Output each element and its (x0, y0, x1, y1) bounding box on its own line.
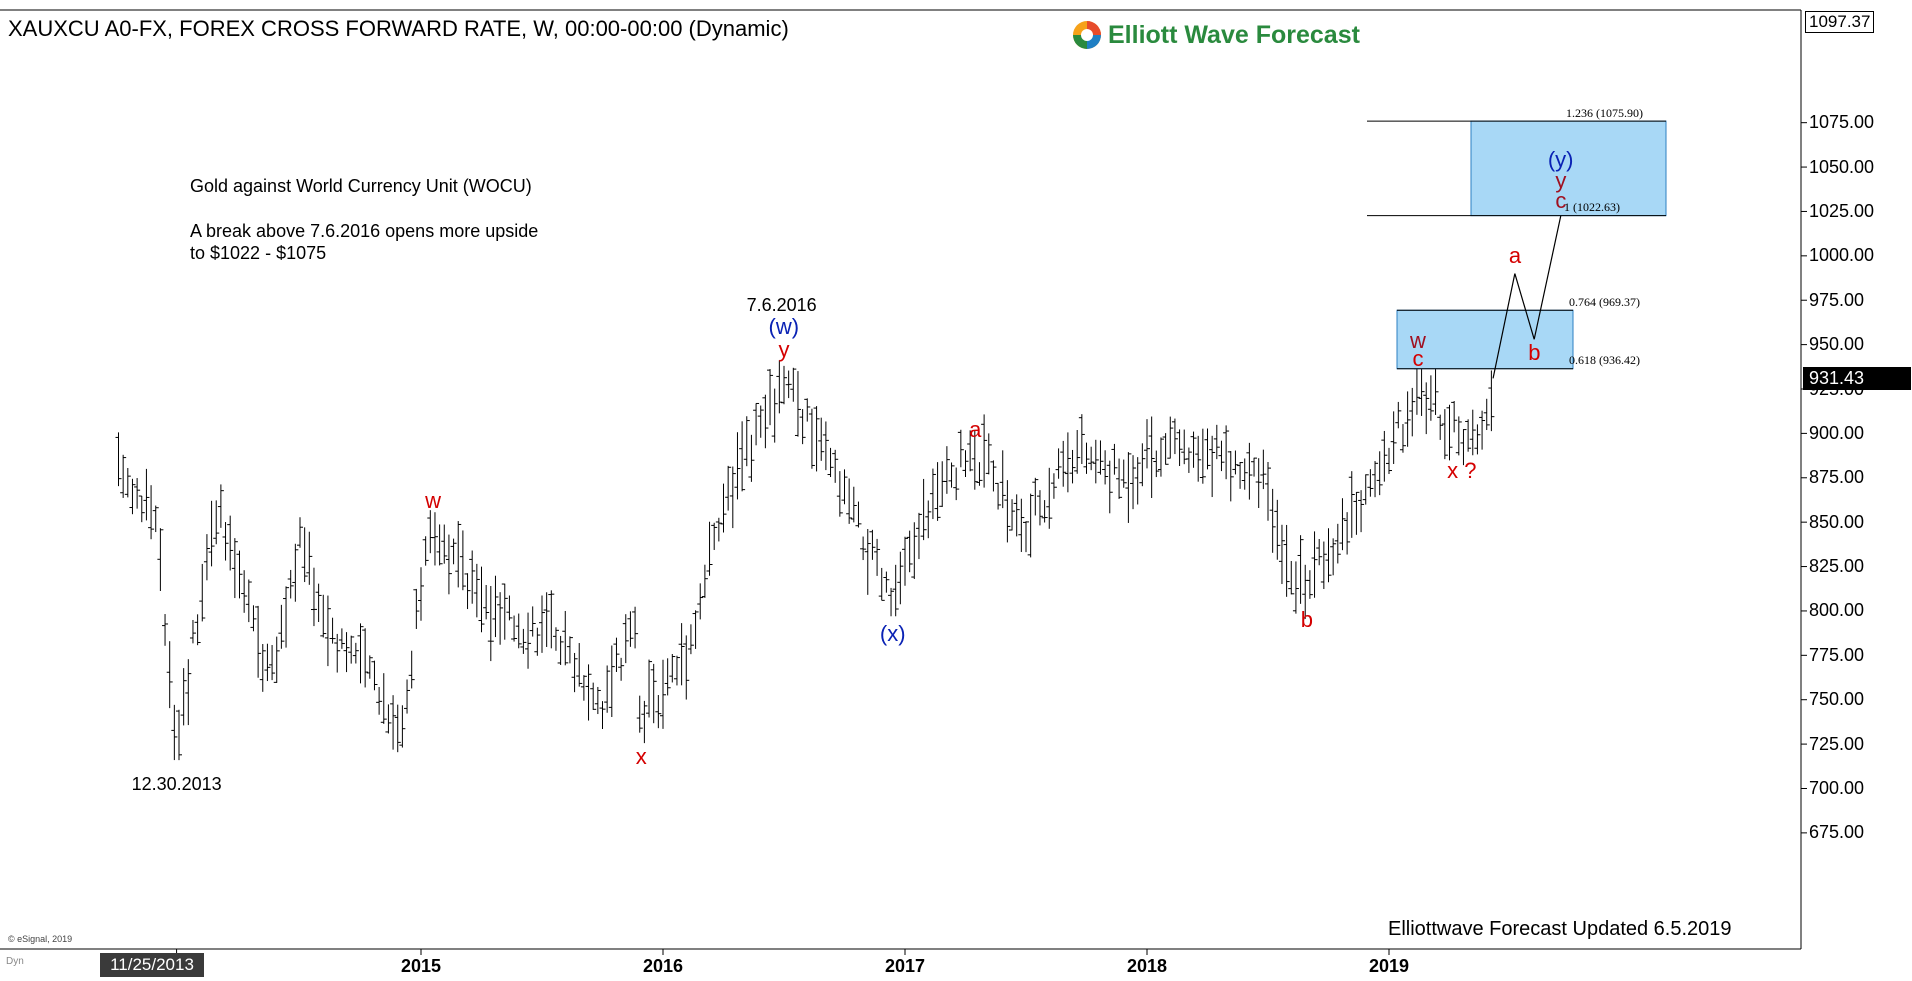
wave-label: c (1412, 345, 1424, 371)
wave-label: b (1528, 340, 1541, 366)
target-zone (1470, 120, 1667, 217)
wave-label: x ? (1447, 457, 1477, 483)
price-tick-label: 1025.00 (1809, 200, 1875, 221)
price-tick-label: 725.00 (1809, 733, 1865, 754)
wave-label: y (778, 336, 790, 362)
top-scale-label: 1097.37 (1805, 11, 1875, 33)
pivot-date-label: 7.6.2016 (746, 295, 817, 316)
price-tick-label: 1075.00 (1809, 112, 1875, 133)
wave-label: x (635, 743, 647, 769)
price-tick-label: 700.00 (1809, 777, 1865, 798)
dynamic-toggle[interactable]: Dyn (6, 956, 24, 967)
last-price-label: 931.43 (1803, 367, 1911, 391)
chart-note-line: to $1022 - $1075 (190, 243, 327, 263)
wave-label: a (1508, 242, 1522, 268)
price-tick-label: 850.00 (1809, 511, 1865, 532)
projection-path (1492, 215, 1562, 379)
price-tick-label: 675.00 (1809, 822, 1865, 843)
wave-label: (y) (1547, 146, 1574, 172)
elliott-wave-forecast-logo: Elliott Wave Forecast (1072, 18, 1360, 52)
price-tick-label: 950.00 (1809, 334, 1865, 355)
fib-level-label: 1.236 (1075.90) (1566, 105, 1643, 120)
fib-level-label: 1 (1022.63) (1564, 200, 1620, 215)
wave-label: b (1300, 606, 1313, 632)
price-tick-label: 775.00 (1809, 644, 1865, 665)
wave-label: w (425, 487, 441, 513)
updated-footer: Elliottwave Forecast Updated 6.5.2019 (1388, 918, 1732, 940)
price-tick-label: 1050.00 (1809, 156, 1875, 177)
time-tick-label: 2017 (885, 956, 926, 976)
crosshair-date-label: 11/25/2013 (100, 953, 204, 977)
wave-label: a (969, 416, 982, 442)
pivot-date-label: 12.30.2013 (131, 774, 222, 795)
wave-label: (x) (879, 621, 906, 647)
chart-note-line: A break above 7.6.2016 opens more upside (190, 221, 539, 241)
price-tick-label: 1000.00 (1809, 245, 1875, 266)
price-tick-label: 750.00 (1809, 689, 1865, 710)
copyright-label: © eSignal, 2019 (8, 934, 73, 944)
chart-title: XAUXCU A0-FX, FOREX CROSS FORWARD RATE, … (8, 16, 789, 41)
wave-label: (w) (768, 313, 800, 339)
price-tick-label: 900.00 (1809, 422, 1865, 443)
price-tick-label: 975.00 (1809, 289, 1865, 310)
price-tick-label: 800.00 (1809, 600, 1865, 621)
time-tick-label: 2015 (401, 956, 442, 976)
chart-note-body: A break above 7.6.2016 opens more upside… (190, 220, 538, 264)
time-tick-label: 2019 (1369, 956, 1410, 976)
chart-note-title: Gold against World Currency Unit (WOCU) (190, 176, 532, 196)
fib-level-label: 0.764 (969.37) (1569, 294, 1640, 309)
target-zone (1396, 309, 1574, 370)
wave-label: y (1555, 168, 1567, 194)
wave-label: w (1410, 328, 1426, 354)
wave-label: c (1555, 187, 1567, 213)
price-tick-label: 825.00 (1809, 556, 1865, 577)
time-tick-label: 2016 (643, 956, 684, 976)
price-tick-label: 875.00 (1809, 467, 1865, 488)
globe-icon (1073, 21, 1101, 49)
fib-level-label: 0.618 (936.42) (1569, 353, 1640, 368)
logo-text: Elliott Wave Forecast (1108, 20, 1360, 49)
time-tick-label: 2018 (1127, 956, 1168, 976)
